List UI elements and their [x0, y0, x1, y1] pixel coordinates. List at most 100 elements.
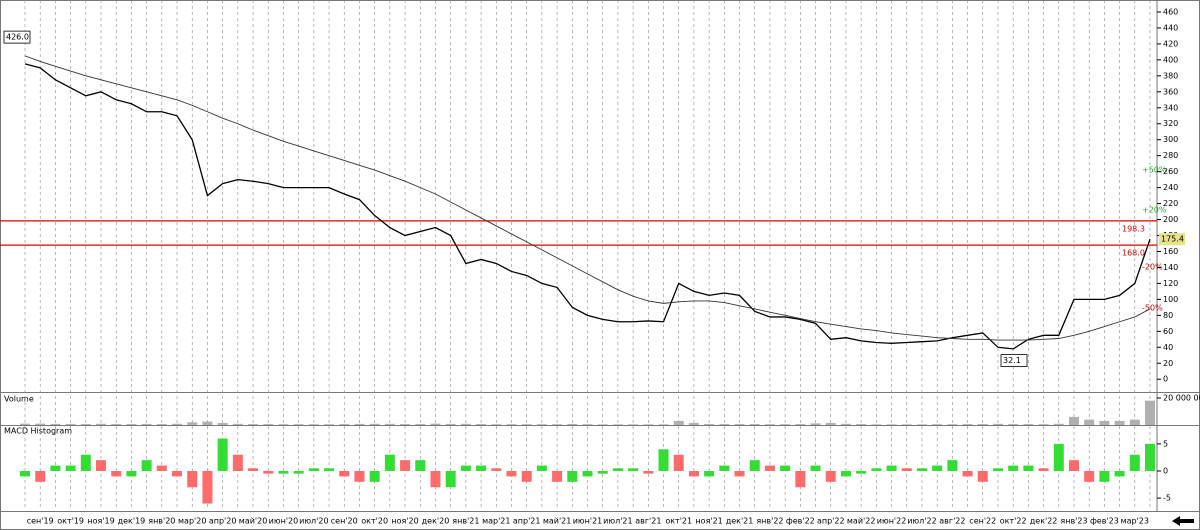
bar [293, 424, 304, 425]
bar [992, 423, 1003, 425]
y-tick-label: 320 [1163, 119, 1178, 128]
x-tick-label: авг'22 [939, 517, 965, 526]
bar [856, 424, 867, 425]
bar [932, 465, 943, 471]
bar [871, 424, 882, 425]
bar [202, 421, 213, 425]
bar [50, 465, 61, 471]
volume-title: Volume [4, 395, 34, 404]
bar [1008, 465, 1019, 471]
bar [491, 424, 502, 425]
bar [567, 470, 578, 482]
bar [476, 424, 487, 425]
level-label: 198.3 [1122, 224, 1145, 233]
x-tick-label: янв'22 [756, 517, 783, 526]
bar [80, 454, 91, 471]
bar [354, 470, 365, 482]
bar [1084, 470, 1095, 482]
min-label: 32.1 [1003, 356, 1021, 365]
bar [1145, 400, 1155, 425]
y-tick-label: 100 [1163, 295, 1178, 304]
pct-annotation: -20% [1142, 263, 1163, 272]
bar [704, 423, 715, 425]
x-tick-label: мар'20 [178, 517, 206, 526]
bar [96, 460, 107, 471]
bar [263, 424, 274, 425]
bar [780, 465, 791, 471]
bar [35, 423, 46, 425]
bar [932, 424, 943, 425]
x-tick-label: июн'20 [269, 517, 299, 526]
y-tick-label: 280 [1163, 151, 1178, 160]
x-tick-label: фев'22 [786, 517, 815, 526]
bar [947, 424, 958, 425]
last-label: 175.4 [1161, 235, 1184, 244]
bar [810, 423, 821, 425]
bar [111, 470, 122, 477]
bar [871, 468, 882, 471]
bar [172, 470, 183, 477]
bar [460, 423, 471, 425]
bar [369, 423, 380, 425]
bar [840, 470, 851, 477]
bar [886, 424, 897, 425]
bar [704, 470, 715, 477]
bar [825, 422, 836, 425]
y-tick-label: 60 [1163, 327, 1173, 336]
bar [962, 470, 973, 477]
bar [901, 468, 912, 471]
bar [263, 470, 274, 474]
bar [80, 424, 91, 425]
bar [673, 420, 684, 425]
bar [232, 454, 243, 471]
last-label-box [1159, 233, 1185, 246]
bar [141, 460, 152, 471]
bar [476, 465, 487, 471]
x-tick-label: дек'21 [726, 517, 754, 526]
bar [1053, 423, 1064, 425]
bar [1114, 470, 1125, 477]
bar [582, 424, 593, 425]
y-tick-label: -5 [1163, 494, 1171, 503]
bar [628, 424, 639, 425]
bar [612, 468, 623, 471]
bar [369, 470, 380, 482]
pct-annotation: +20% [1142, 206, 1167, 215]
bar [1038, 424, 1049, 425]
bar [567, 423, 578, 425]
bar [506, 424, 517, 425]
bar [643, 424, 654, 425]
bar [764, 465, 775, 471]
bar [612, 424, 623, 425]
bar [734, 424, 745, 425]
bar [187, 470, 198, 488]
bar [172, 423, 183, 425]
x-tick-label: фев'23 [1090, 517, 1119, 526]
y-tick-label: 360 [1163, 87, 1178, 96]
bar [506, 470, 517, 477]
level-label: 168.0 [1122, 249, 1145, 258]
macd-title: MACD Histogram [4, 427, 72, 436]
bar [749, 460, 760, 471]
bar [415, 424, 426, 425]
y-tick-label: 200 [1163, 215, 1178, 224]
x-tick-label: окт'19 [57, 517, 84, 526]
bar [232, 423, 243, 425]
bar [1145, 443, 1155, 471]
bar [384, 454, 395, 471]
bar [248, 468, 259, 471]
bar [308, 468, 319, 471]
bar [491, 468, 502, 471]
bar [384, 423, 395, 425]
bar [734, 470, 745, 477]
bar [521, 470, 532, 482]
y-tick-label: 140 [1163, 263, 1178, 272]
bar [1068, 460, 1079, 471]
bar [977, 470, 988, 482]
x-tick-label: окт'20 [361, 517, 388, 526]
scroll-arrow[interactable] [1172, 516, 1194, 526]
y-tick-label: 220 [1163, 199, 1178, 208]
y-tick-label: 260 [1163, 167, 1178, 176]
bar [719, 465, 730, 471]
